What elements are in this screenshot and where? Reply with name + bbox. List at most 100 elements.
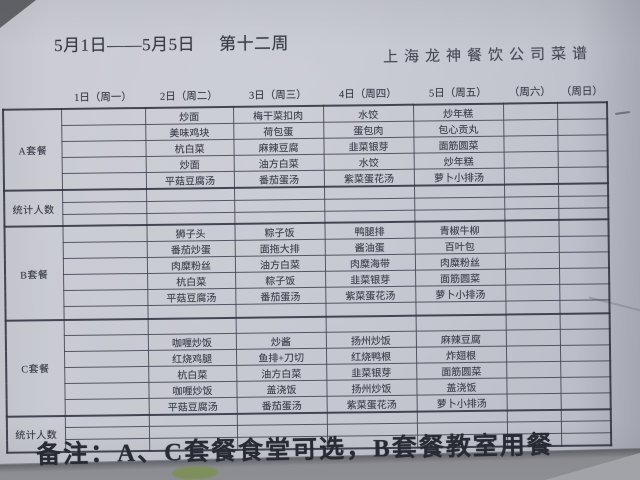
- menu-cell: [504, 195, 559, 209]
- menu-cell: [62, 257, 148, 275]
- menu-cell: [414, 208, 505, 222]
- section-set-b: B套餐 狮子头 粽子饭 鸭腿排 青椒牛柳 番茄炒蛋 面拖大排 酱油蛋 百叶包 肉糜粉丝 油方白菜 肉糜…: [4, 219, 610, 321]
- menu-cell: 盖浇饭: [236, 379, 327, 398]
- menu-cell: [325, 315, 416, 332]
- menu-cell: [557, 166, 608, 184]
- menu-cell: 麻辣豆腐: [233, 138, 324, 156]
- menu-cell: 番茄炒蛋: [146, 240, 235, 258]
- menu-cell: 萝卜小排汤: [413, 168, 504, 186]
- menu-cell: 平菇豆腐汤: [147, 288, 236, 306]
- menu-cell: 肉糜粉丝: [414, 253, 506, 271]
- menu-cell: [558, 207, 609, 220]
- menu-cell: [506, 377, 561, 394]
- menu-cell: 萝卜小排汤: [416, 393, 507, 412]
- menu-cell: [64, 382, 149, 400]
- menu-cell: [64, 398, 149, 416]
- menu-cell: 韭菜银芽: [323, 137, 414, 155]
- menu-cell: 粽子饭: [235, 271, 326, 289]
- menu-cell: [324, 209, 415, 223]
- menu-cell: [558, 235, 609, 253]
- menu-cell: [558, 251, 610, 269]
- menu-cell: 红烧鸡腿: [147, 349, 237, 367]
- menu-cell: 杭白菜: [145, 139, 234, 157]
- menu-cell: 百叶包: [414, 237, 505, 255]
- menu-cell: 梅干菜扣肉: [233, 105, 324, 124]
- menu-cell: [146, 187, 235, 201]
- menu-cell: 番茄蛋汤: [235, 287, 326, 305]
- menu-cell: [559, 299, 610, 314]
- column-header: 1日（周一）: [73, 92, 132, 104]
- menu-cell: 荷包蛋: [233, 122, 324, 140]
- menu-cell: 杭白菜: [147, 272, 236, 290]
- menu-cell: [558, 195, 609, 208]
- menu-cell: [503, 102, 558, 121]
- menu-cell: 炒年糕: [413, 152, 504, 170]
- menu-cell: [63, 350, 149, 368]
- menu-cell: 水饺: [323, 153, 414, 171]
- menu-cell: [63, 334, 148, 352]
- menu-cell: [503, 151, 558, 169]
- menu-cell: [62, 224, 147, 243]
- menu-cell: [561, 432, 612, 446]
- menu-cell: 紫菜蛋花汤: [326, 394, 417, 413]
- menu-cell: 紫菜蛋花汤: [323, 169, 415, 187]
- menu-cell: 粽子饭: [234, 222, 325, 241]
- menu-cell: [415, 314, 506, 331]
- column-header: 4日（周四）: [338, 88, 397, 101]
- menu-cell: 鱼排+刀切: [235, 347, 327, 366]
- menu-cell: [559, 328, 610, 346]
- menu-cell: [64, 366, 149, 384]
- menu-cell: 面筋圆菜: [413, 136, 504, 154]
- menu-cell: [326, 411, 417, 425]
- menu-cell: [503, 135, 558, 153]
- menu-cell: 番茄蛋汤: [236, 395, 327, 414]
- menu-cell: [236, 412, 327, 426]
- menu-cell: 包心贡丸: [413, 120, 504, 138]
- menu-cell: [146, 211, 235, 225]
- menu-cell: 酱油蛋: [324, 238, 415, 256]
- menu-cell: [416, 410, 507, 424]
- menu-cell: 麻辣豆腐: [415, 329, 506, 347]
- menu-cell: 韭菜银芽: [325, 270, 416, 288]
- menu-cell: [505, 300, 560, 315]
- menu-cell: [557, 134, 608, 152]
- menu-cell: 鸭腿排: [324, 221, 415, 240]
- menu-cell: [505, 329, 560, 346]
- menu-cell: 油方白菜: [234, 255, 326, 273]
- menu-cell: [414, 196, 505, 210]
- menu-cell: [559, 313, 610, 330]
- menu-cell: 美味鸡块: [145, 123, 234, 141]
- menu-cell: [147, 304, 236, 319]
- menu-cell: [63, 305, 148, 320]
- column-header: 5日（周五）: [428, 87, 487, 100]
- column-header: （周六）: [508, 87, 551, 99]
- menu-cell: [560, 392, 611, 410]
- menu-cell: [506, 393, 561, 411]
- menu-cell: 面筋圆菜: [415, 269, 506, 287]
- menu-cell: [557, 183, 609, 196]
- menu-cell: [324, 197, 415, 211]
- column-header: 3日（周三）: [248, 89, 307, 102]
- menu-cell: [505, 313, 560, 330]
- menu-cell: [235, 316, 326, 334]
- menu-cell: [146, 199, 235, 213]
- menu-cell: [560, 408, 611, 422]
- section-label: A套餐: [3, 108, 63, 191]
- menu-cell: 扬州炒饭: [325, 330, 416, 348]
- menu-cell: 面筋圆菜: [416, 361, 507, 379]
- menu-cell: 紫菜蛋花汤: [325, 286, 416, 304]
- menu-cell: [61, 124, 146, 142]
- menu-cell: 萝卜小排汤: [415, 285, 506, 303]
- menu-cell: 炒面: [145, 106, 234, 125]
- menu-cell: [62, 188, 147, 202]
- menu-cell: 油方白菜: [233, 154, 324, 172]
- menu-cell: [503, 167, 558, 185]
- menu-cell: [506, 409, 561, 423]
- menu-cell: 肉糜粉丝: [146, 256, 236, 274]
- column-header: 2日（周二）: [159, 91, 218, 103]
- section-set-a: A套餐 炒面 梅干菜扣肉 水饺 炒年糕 美味鸡块 荷包蛋 蛋包肉 包心贡丸 杭白菜 麻辣豆腐 韭菜银芽…: [3, 102, 608, 191]
- menu-cell: [61, 140, 146, 158]
- menu-cell: [504, 219, 559, 238]
- menu-cell: 咖喱炒饭: [147, 333, 236, 351]
